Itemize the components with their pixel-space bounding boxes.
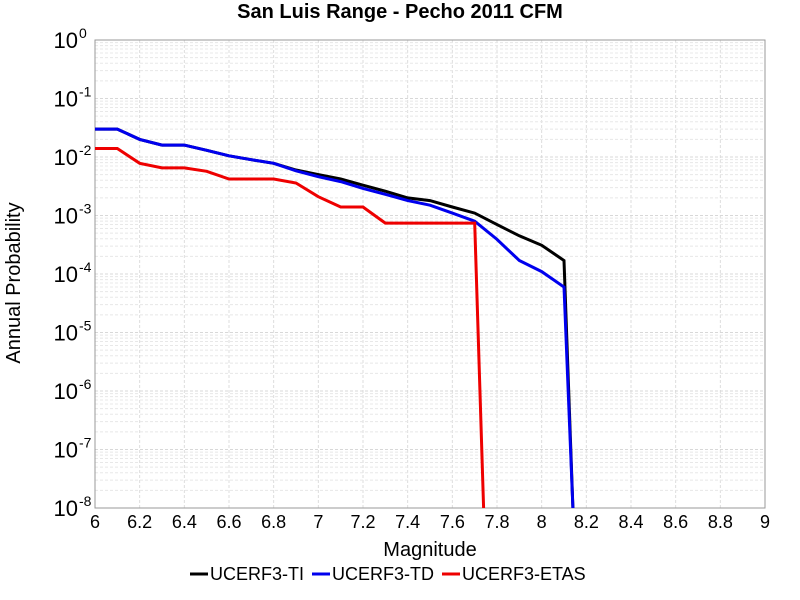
y-tick-base: 10 xyxy=(54,496,78,521)
y-tick-base: 10 xyxy=(54,87,78,112)
legend-label: UCERF3-ETAS xyxy=(462,564,586,584)
y-tick-label: 10 -5 xyxy=(54,318,92,346)
y-tick-base: 10 xyxy=(54,204,78,229)
y-tick-label: 10 -1 xyxy=(54,84,92,112)
y-tick-base: 10 xyxy=(54,145,78,170)
series-lines xyxy=(95,127,575,509)
x-tick-label: 6 xyxy=(90,512,100,532)
y-tick-label: 10 -8 xyxy=(54,493,92,521)
y-tick-label: 10 -3 xyxy=(54,201,92,229)
y-tick-exponent: -1 xyxy=(79,84,92,100)
series-line-ucerf3-etas xyxy=(95,147,486,509)
x-tick-label: 8.6 xyxy=(663,512,688,532)
x-tick-label: 7.6 xyxy=(440,512,465,532)
y-tick-exponent: -5 xyxy=(79,318,92,334)
y-tick-exponent: -8 xyxy=(79,493,92,509)
legend-item: UCERF3-TI xyxy=(190,564,304,584)
y-tick-exponent: -2 xyxy=(79,142,92,158)
x-tick-label: 8 xyxy=(537,512,547,532)
y-tick-base: 10 xyxy=(54,321,78,346)
legend: UCERF3-TI UCERF3-TD UCERF3-ETAS xyxy=(190,564,586,584)
y-tick-label: 10 0 xyxy=(54,25,87,53)
series-line-ucerf3-td xyxy=(95,127,575,509)
x-tick-label: 8.2 xyxy=(574,512,599,532)
y-axis-label: Annual Probability xyxy=(3,202,25,363)
x-axis-label: Magnitude xyxy=(383,539,476,561)
y-tick-base: 10 xyxy=(54,28,78,53)
y-tick-exponent: -4 xyxy=(79,259,92,275)
x-tick-label: 7 xyxy=(313,512,323,532)
x-tick-label: 8.4 xyxy=(618,512,643,532)
y-tick-exponent: 0 xyxy=(79,25,87,41)
x-tick-labels: 6 6.2 6.4 6.6 6.8 7 7.2 7.4 7.6 7.8 8 8.2 8.4 8.6 8.8 9 xyxy=(90,512,770,532)
y-tick-exponent: -3 xyxy=(79,201,92,217)
y-tick-exponent: -6 xyxy=(79,376,92,392)
legend-label: UCERF3-TI xyxy=(210,564,304,584)
y-tick-label: 10 -6 xyxy=(54,376,92,404)
x-tick-label: 7.8 xyxy=(484,512,509,532)
x-tick-label: 6.8 xyxy=(261,512,286,532)
x-tick-label: 6.6 xyxy=(216,512,241,532)
legend-label: UCERF3-TD xyxy=(332,564,434,584)
legend-item: UCERF3-TD xyxy=(312,564,434,584)
x-tick-label: 7.2 xyxy=(350,512,375,532)
x-tick-label: 9 xyxy=(760,512,770,532)
y-tick-exponent: -7 xyxy=(79,435,92,451)
x-tick-label: 7.4 xyxy=(395,512,420,532)
legend-item: UCERF3-ETAS xyxy=(442,564,586,584)
y-tick-label: 10 -7 xyxy=(54,435,92,463)
chart-title: San Luis Range - Pecho 2011 CFM xyxy=(237,1,563,23)
plot-frame xyxy=(94,39,766,509)
x-tick-label: 6.2 xyxy=(127,512,152,532)
y-tick-label: 10 -4 xyxy=(54,259,92,287)
x-tick-label: 8.8 xyxy=(708,512,733,532)
y-tick-base: 10 xyxy=(54,438,78,463)
y-tick-base: 10 xyxy=(54,379,78,404)
x-tick-label: 6.4 xyxy=(172,512,197,532)
y-tick-label: 10 -2 xyxy=(54,142,92,170)
y-tick-base: 10 xyxy=(54,262,78,287)
